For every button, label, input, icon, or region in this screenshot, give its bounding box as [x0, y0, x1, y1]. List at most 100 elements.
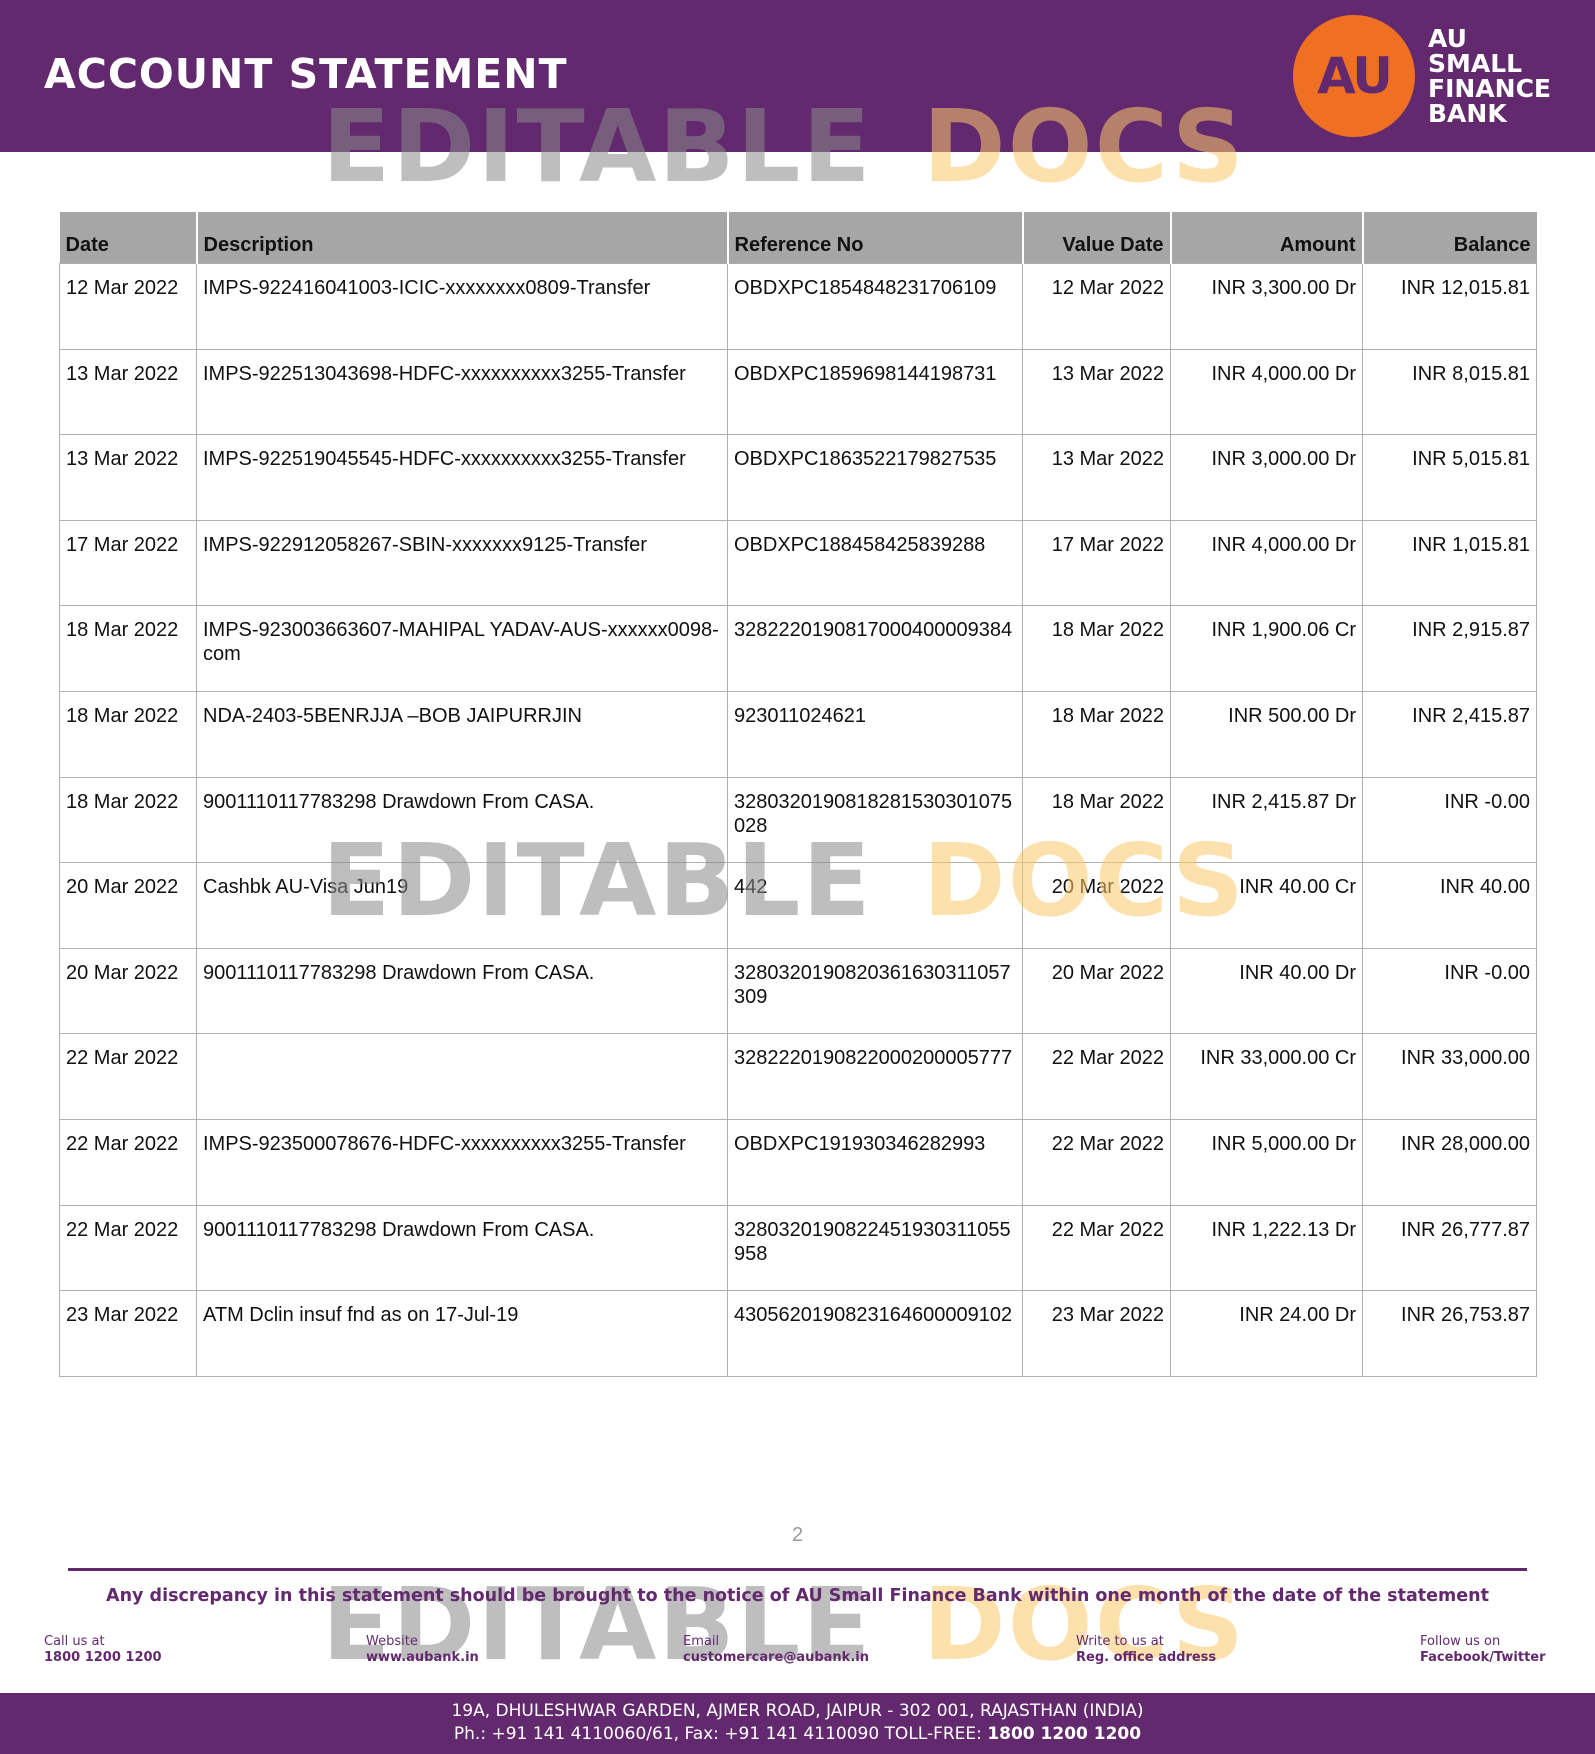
cell-balance: INR 1,015.81 [1362, 519, 1537, 607]
table-row: 22 Mar 2022 3282220190822000200005777 22 M… [59, 1033, 1537, 1120]
cell-reference: OBDXPC1863522179827535 [727, 434, 1023, 521]
cell-date: 22 Mar 2022 [59, 1204, 197, 1292]
cell-balance: INR 26,753.87 [1362, 1290, 1537, 1377]
cell-date: 20 Mar 2022 [59, 862, 197, 949]
cell-date: 22 Mar 2022 [59, 1033, 197, 1120]
contact-label: Call us at [44, 1634, 105, 1649]
cell-value-date: 13 Mar 2022 [1022, 348, 1171, 436]
contact-write: Write to us at Reg. office address [1076, 1634, 1216, 1666]
cell-reference: 3280320190822451930311055958 [727, 1204, 1023, 1292]
table-row: 20 Mar 2022 9001110117783298 Drawdown Fro… [59, 947, 1537, 1035]
column-header-value-date: Value Date [1021, 212, 1171, 264]
cell-balance: INR 5,015.81 [1362, 434, 1537, 521]
cell-description: IMPS-922416041003-ICIC-xxxxxxxx0809-Tran… [196, 263, 728, 350]
cell-reference: OBDXPC191930346282993 [727, 1118, 1023, 1206]
cell-date: 22 Mar 2022 [59, 1118, 197, 1206]
cell-value-date: 22 Mar 2022 [1022, 1033, 1171, 1120]
cell-reference: OBDXPC1859698144198731 [727, 348, 1023, 436]
email-link[interactable]: customercare@aubank.in [683, 1650, 869, 1665]
cell-value-date: 20 Mar 2022 [1022, 862, 1171, 949]
logo-line: SMALL [1428, 49, 1523, 78]
cell-reference: OBDXPC1854848231706109 [727, 263, 1023, 350]
cell-balance: INR 8,015.81 [1362, 348, 1537, 436]
cell-reference: 923011024621 [727, 690, 1023, 778]
table-row: 13 Mar 2022 IMPS-922513043698-HDFC-xxxxxx… [59, 348, 1537, 436]
contact-label: Write to us at [1076, 1634, 1164, 1649]
transactions-table: Date Description Reference No Value Date… [59, 212, 1537, 1377]
cell-description: IMPS-922513043698-HDFC-xxxxxxxxxx3255-Tr… [196, 348, 728, 436]
cell-value-date: 22 Mar 2022 [1022, 1118, 1171, 1206]
cell-amount: INR 24.00 Dr [1170, 1290, 1363, 1377]
cell-value-date: 22 Mar 2022 [1022, 1204, 1171, 1292]
cell-description: IMPS-923003663607-MAHIPAL YADAV-AUS-xxxx… [196, 605, 728, 692]
website-link[interactable]: www.aubank.in [366, 1650, 479, 1665]
cell-reference: 3282220190817000400009384 [727, 605, 1023, 692]
cell-reference: 3280320190818281530301075028 [727, 776, 1023, 864]
table-row: 22 Mar 2022 IMPS-923500078676-HDFC-xxxxxx… [59, 1118, 1537, 1206]
cell-description: ATM Dclin insuf fnd as on 17-Jul-19 [196, 1290, 728, 1377]
cell-reference: 4305620190823164600009102 [727, 1290, 1023, 1377]
cell-value-date: 12 Mar 2022 [1022, 263, 1171, 350]
cell-date: 18 Mar 2022 [59, 776, 197, 864]
cell-description: 9001110117783298 Drawdown From CASA. [196, 947, 728, 1035]
table-row: 23 Mar 2022 ATM Dclin insuf fnd as on 17-… [59, 1290, 1537, 1377]
cell-balance: INR 33,000.00 [1362, 1033, 1537, 1120]
toll-free-number: 1800 1200 1200 [987, 1724, 1142, 1744]
table-row: 18 Mar 2022 9001110117783298 Drawdown Fro… [59, 776, 1537, 864]
cell-value-date: 18 Mar 2022 [1022, 776, 1171, 864]
cell-date: 17 Mar 2022 [59, 519, 197, 607]
cell-description: NDA-2403-5BENRJJA –BOB JAIPURRJIN [196, 690, 728, 778]
cell-amount: INR 3,000.00 Dr [1170, 434, 1363, 521]
column-header-date: Date [59, 212, 197, 264]
cell-value-date: 13 Mar 2022 [1022, 434, 1171, 521]
table-row: 20 Mar 2022 Cashbk AU-Visa Jun19 442 20 Mar… [59, 862, 1537, 949]
table-row: 13 Mar 2022 IMPS-922519045545-HDFC-xxxxxx… [59, 434, 1537, 521]
page-title: ACCOUNT STATEMENT [44, 50, 568, 98]
cell-reference: OBDXPC188458425839288 [727, 519, 1023, 607]
cell-amount: INR 40.00 Cr [1170, 862, 1363, 949]
cell-amount: INR 3,300.00 Dr [1170, 263, 1363, 350]
office-address: 19A, DHULESHWAR GARDEN, AJMER ROAD, JAIP… [451, 1701, 1144, 1721]
cell-description: 9001110117783298 Drawdown From CASA. [196, 776, 728, 864]
cell-date: 13 Mar 2022 [59, 348, 197, 436]
cell-date: 12 Mar 2022 [59, 263, 197, 350]
contact-social: Follow us on Facebook/Twitter [1420, 1634, 1546, 1666]
table-row: 18 Mar 2022 IMPS-923003663607-MAHIPAL YAD… [59, 605, 1537, 692]
cell-date: 20 Mar 2022 [59, 947, 197, 1035]
table-row: 12 Mar 2022 IMPS-922416041003-ICIC-xxxxxx… [59, 263, 1537, 350]
office-address-link[interactable]: Reg. office address [1076, 1650, 1217, 1665]
cell-value-date: 18 Mar 2022 [1022, 690, 1171, 778]
cell-amount: INR 1,900.06 Cr [1170, 605, 1363, 692]
cell-amount: INR 1,222.13 Dr [1170, 1204, 1363, 1292]
cell-description: IMPS-922519045545-HDFC-xxxxxxxxxx3255-Tr… [196, 434, 728, 521]
cell-value-date: 18 Mar 2022 [1022, 605, 1171, 692]
contact-email: Email customercare@aubank.in [683, 1634, 869, 1666]
cell-description: IMPS-923500078676-HDFC-xxxxxxxxxx3255-Tr… [196, 1118, 728, 1206]
contact-label: Website [366, 1634, 418, 1649]
contact-phone[interactable]: 1800 1200 1200 [44, 1650, 162, 1665]
cell-date: 18 Mar 2022 [59, 690, 197, 778]
cell-date: 18 Mar 2022 [59, 605, 197, 692]
column-header-balance: Balance [1361, 212, 1537, 264]
cell-amount: INR 2,415.87 Dr [1170, 776, 1363, 864]
social-link[interactable]: Facebook/Twitter [1420, 1650, 1546, 1665]
logo-line: AU [1428, 24, 1467, 53]
cell-reference: 3280320190820361630311057309 [727, 947, 1023, 1035]
cell-amount: INR 4,000.00 Dr [1170, 519, 1363, 607]
cell-amount: INR 5,000.00 Dr [1170, 1118, 1363, 1206]
cell-description [196, 1033, 728, 1120]
table-row: 18 Mar 2022 NDA-2403-5BENRJJA –BOB JAIPUR… [59, 690, 1537, 778]
column-header-description: Description [195, 212, 728, 264]
cell-amount: INR 4,000.00 Dr [1170, 348, 1363, 436]
cell-description: IMPS-922912058267-SBIN-xxxxxxx9125-Trans… [196, 519, 728, 607]
table-row: 22 Mar 2022 9001110117783298 Drawdown Fro… [59, 1204, 1537, 1292]
discrepancy-notice: Any discrepancy in this statement should… [106, 1586, 1489, 1606]
header-banner: ACCOUNT STATEMENT AU AU SMALL FINANCE BA… [0, 0, 1595, 152]
address-band: 19A, DHULESHWAR GARDEN, AJMER ROAD, JAIP… [0, 1693, 1595, 1754]
phone-line: Ph.: +91 141 4110060/61, Fax: +91 141 41… [0, 1723, 1595, 1746]
cell-description: Cashbk AU-Visa Jun19 [196, 862, 728, 949]
column-header-reference: Reference No [726, 212, 1023, 264]
footer-divider [68, 1568, 1527, 1571]
column-header-amount: Amount [1169, 212, 1363, 264]
cell-amount: INR 33,000.00 Cr [1170, 1033, 1363, 1120]
